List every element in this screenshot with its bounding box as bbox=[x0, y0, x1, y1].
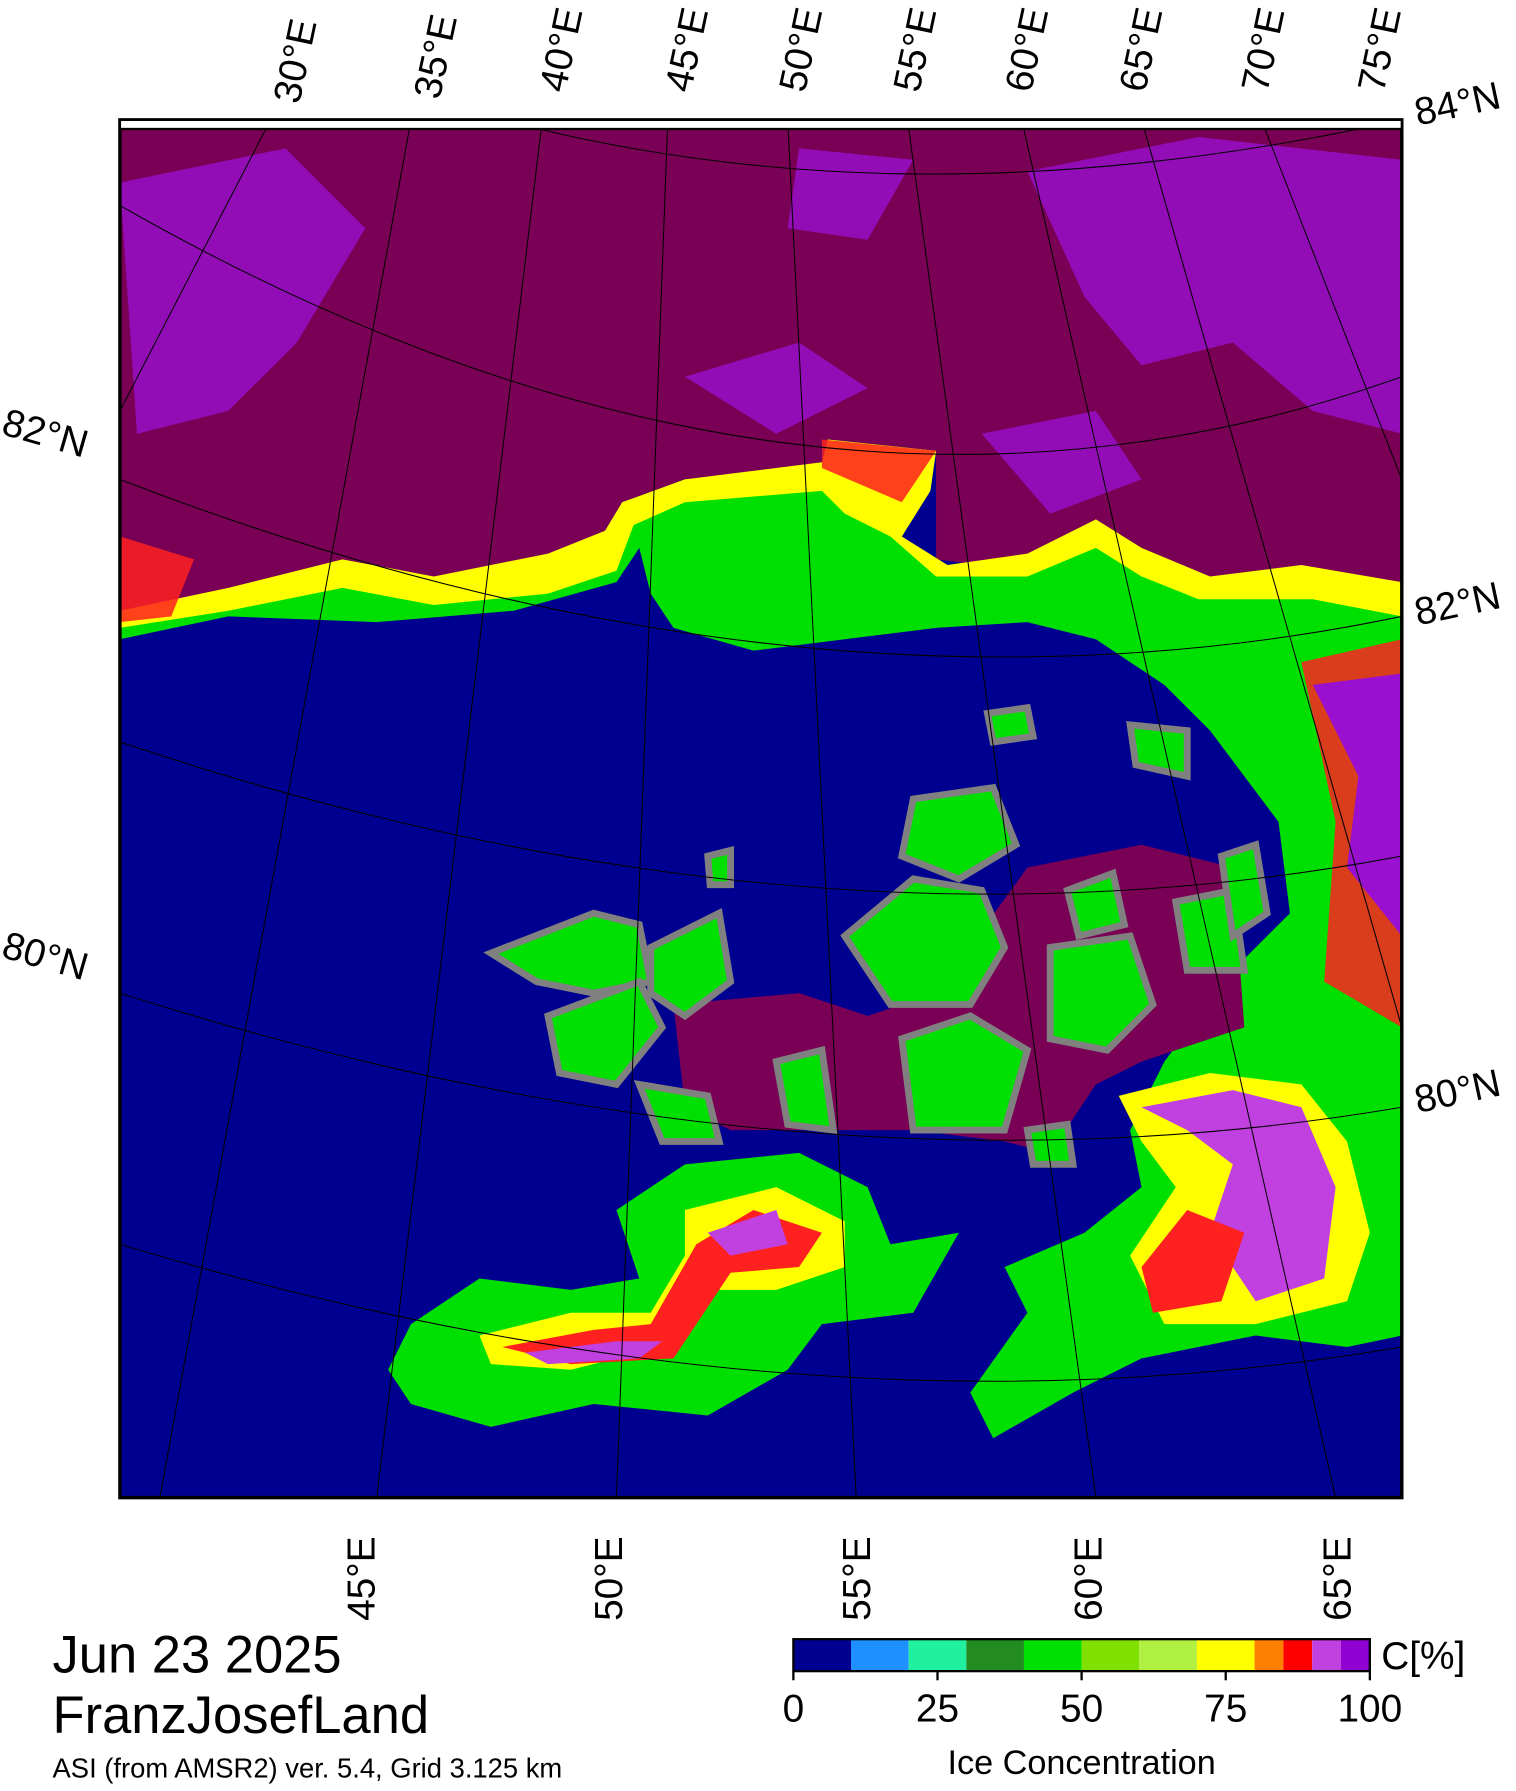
island bbox=[1023, 1120, 1078, 1168]
colorbar-segment bbox=[1023, 1639, 1082, 1672]
lon-label: 50°E bbox=[772, 4, 832, 96]
island bbox=[1217, 840, 1271, 942]
lon-label: 60°E bbox=[998, 4, 1058, 96]
island bbox=[647, 908, 735, 1021]
lat-label: 80°N bbox=[1411, 1062, 1505, 1122]
ice-tongue-purple bbox=[525, 1209, 788, 1365]
parallel bbox=[119, 478, 1402, 658]
ice-patch bbox=[1312, 673, 1402, 937]
lat-label: 82°N bbox=[0, 401, 93, 466]
lat-label: 80°N bbox=[0, 924, 93, 989]
ice-edge bbox=[119, 439, 1402, 1439]
colorbar-segment bbox=[1312, 1639, 1342, 1672]
colorbar-tick-label: 50 bbox=[1060, 1687, 1103, 1730]
lon-label: 75°E bbox=[1350, 4, 1410, 96]
island bbox=[544, 977, 667, 1089]
colorbar-segment bbox=[1139, 1639, 1197, 1672]
island bbox=[772, 1045, 838, 1135]
colorbar-segment bbox=[1081, 1639, 1140, 1672]
map bbox=[119, 119, 1402, 1498]
lon-label: 45°E bbox=[340, 1536, 383, 1621]
parallel bbox=[119, 1243, 1402, 1382]
lon-label: 65°E bbox=[1316, 1536, 1359, 1621]
ice-patch bbox=[119, 136, 1402, 514]
colorbar-segment bbox=[851, 1639, 909, 1672]
colorbar-tick-label: 0 bbox=[783, 1687, 805, 1730]
date: Jun 23 2025 bbox=[53, 1625, 342, 1684]
ice-east-red bbox=[1141, 1209, 1245, 1313]
parallel bbox=[502, 119, 1402, 175]
lon-label: 65°E bbox=[1112, 4, 1172, 96]
colorbar-segment bbox=[908, 1639, 967, 1672]
island bbox=[704, 846, 735, 889]
ice-edge-yellow bbox=[119, 439, 1402, 628]
colorbar-tick-label: 25 bbox=[916, 1687, 959, 1730]
lat-label: 84°N bbox=[1411, 74, 1505, 134]
parallel bbox=[119, 205, 1402, 455]
colorbar: 0 25 50 75 100 C[%] Ice Concentration bbox=[783, 1635, 1466, 1782]
colorbar-segment bbox=[966, 1639, 1024, 1672]
colorbar-tick-label: 100 bbox=[1337, 1687, 1402, 1730]
lon-label: 40°E bbox=[532, 4, 592, 96]
island bbox=[983, 703, 1038, 746]
lon-label: 30°E bbox=[266, 15, 326, 107]
parallel bbox=[119, 992, 1402, 1141]
lon-label: 35°E bbox=[406, 11, 466, 103]
colorbar-segment bbox=[793, 1639, 852, 1672]
colorbar-segment bbox=[1196, 1639, 1255, 1672]
ice-east-purple bbox=[1141, 1090, 1336, 1302]
frame-border bbox=[118, 118, 1403, 131]
islands bbox=[483, 703, 1271, 1168]
island bbox=[1046, 932, 1157, 1054]
meridian bbox=[119, 119, 1402, 1498]
region: FranzJosefLand bbox=[53, 1686, 429, 1745]
island bbox=[840, 875, 1009, 1008]
lon-label: 60°E bbox=[1068, 1536, 1111, 1621]
colorbar-segment bbox=[1254, 1639, 1284, 1672]
island bbox=[897, 783, 1021, 883]
source: ASI (from AMSR2) ver. 5.4, Grid 3.125 km bbox=[53, 1752, 563, 1783]
lon-label: 50°E bbox=[588, 1536, 631, 1621]
colorbar-segment bbox=[1341, 1639, 1370, 1672]
graticule bbox=[119, 119, 1402, 1498]
island bbox=[1063, 868, 1129, 941]
island bbox=[633, 1080, 724, 1145]
island bbox=[1126, 721, 1191, 781]
lon-label: 45°E bbox=[657, 4, 717, 96]
lon-label: 70°E bbox=[1234, 4, 1294, 96]
parallel bbox=[119, 741, 1402, 895]
colorbar-label: Ice Concentration bbox=[947, 1744, 1215, 1782]
colorbar-unit: C[%] bbox=[1381, 1635, 1465, 1678]
colorbar-tick-label: 75 bbox=[1204, 1687, 1247, 1730]
colorbar-segment bbox=[1283, 1639, 1313, 1672]
lat-label: 82°N bbox=[1411, 574, 1505, 634]
island bbox=[898, 1012, 1032, 1134]
lon-label: 55°E bbox=[886, 4, 946, 96]
lon-label: 55°E bbox=[836, 1536, 879, 1621]
